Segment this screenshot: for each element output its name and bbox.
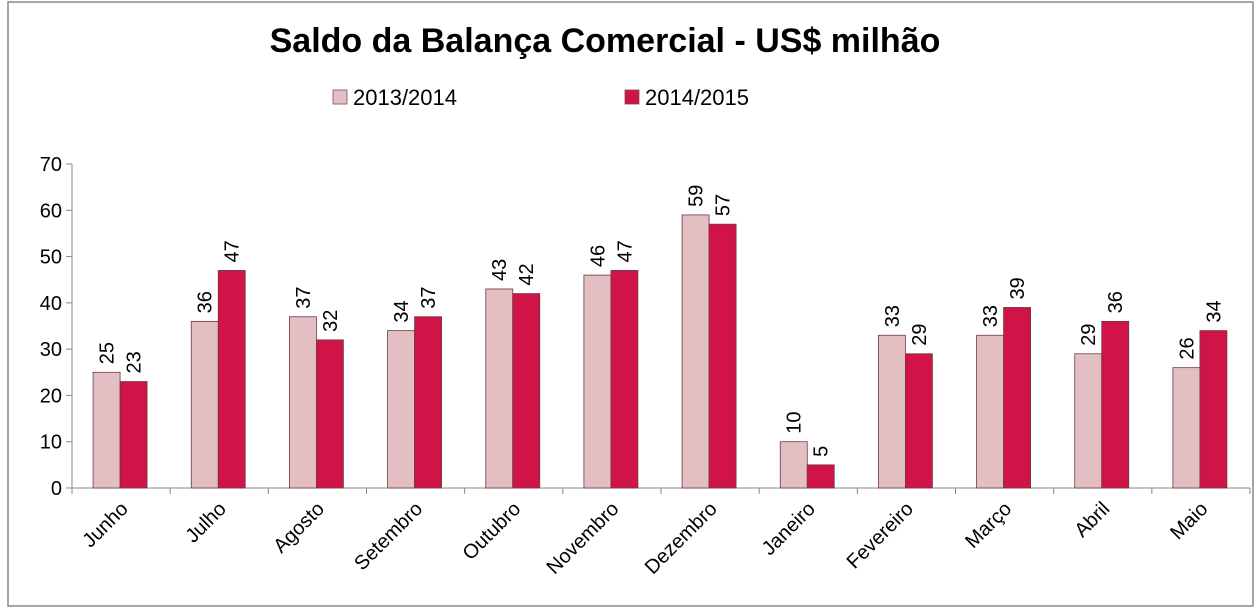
x-tick-label: Abril (1070, 498, 1114, 542)
x-tick-label: Maio (1166, 498, 1212, 544)
bar (387, 330, 415, 489)
legend-label: 2014/2015 (645, 85, 749, 110)
x-tick-label: Agosto (269, 498, 329, 558)
data-label: 23 (124, 351, 146, 373)
data-label: 33 (980, 305, 1002, 327)
legend-swatch (332, 89, 348, 105)
data-label: 26 (1176, 337, 1198, 359)
y-tick-label: 50 (40, 247, 62, 269)
bar (414, 316, 442, 489)
bar (708, 223, 737, 489)
bar (217, 270, 246, 489)
chart-title: Saldo da Balança Comercial - US$ milhão (270, 22, 941, 60)
data-label: 37 (293, 286, 315, 308)
bar (289, 316, 317, 489)
legend-swatch (624, 89, 640, 105)
bar (779, 441, 808, 489)
x-tick-label: Outubro (459, 498, 526, 565)
y-tick-label: 20 (40, 385, 62, 407)
data-label: 10 (784, 411, 806, 433)
bar (905, 353, 933, 489)
data-label: 47 (222, 240, 244, 262)
data-label: 34 (1203, 300, 1225, 322)
y-tick-label: 0 (51, 478, 62, 500)
x-tick-label: Março (961, 498, 1016, 553)
y-tick-label: 60 (40, 200, 62, 222)
data-label: 37 (418, 286, 440, 308)
data-label: 33 (882, 305, 904, 327)
bar (1101, 320, 1130, 489)
bar (1074, 353, 1103, 489)
data-label: 57 (713, 194, 735, 216)
bar (512, 293, 541, 489)
bar (1199, 330, 1228, 489)
data-label: 39 (1007, 277, 1029, 299)
y-tick-label: 10 (40, 432, 62, 454)
data-label: 34 (391, 300, 413, 322)
x-tick-label: Setembro (350, 498, 427, 575)
chart-frame (7, 1, 1254, 607)
x-tick-label: Novembro (543, 498, 624, 579)
bar (610, 270, 639, 489)
data-label: 36 (195, 291, 217, 313)
y-tick-label: 70 (40, 154, 62, 176)
data-label: 59 (686, 185, 708, 207)
bar (92, 371, 121, 489)
data-label: 46 (587, 245, 609, 267)
x-tick-label: Dezembro (641, 498, 722, 579)
x-tick-label: Julho (181, 498, 230, 547)
bar (485, 288, 514, 489)
x-tick-label: Janeiro (758, 498, 820, 560)
bar (681, 214, 710, 489)
bar (878, 334, 906, 489)
data-label: 47 (614, 240, 636, 262)
bar (190, 320, 219, 489)
data-label: 36 (1105, 291, 1127, 313)
x-tick-label: Fevereiro (843, 498, 918, 573)
data-label: 43 (489, 259, 511, 281)
y-tick-label: 30 (40, 339, 62, 361)
legend-label: 2013/2014 (353, 85, 457, 110)
bar (583, 274, 612, 489)
bar (1172, 367, 1201, 489)
data-label: 25 (97, 342, 119, 364)
bar (119, 381, 148, 489)
bar (806, 464, 835, 489)
bar (976, 334, 1004, 489)
data-label: 32 (320, 310, 342, 332)
data-label: 5 (811, 446, 833, 457)
data-label: 42 (516, 263, 538, 285)
bar (316, 339, 344, 489)
y-tick-label: 40 (40, 293, 62, 315)
bar (1003, 307, 1031, 489)
x-tick-label: Junho (79, 498, 133, 552)
data-label: 29 (909, 324, 931, 346)
data-label: 29 (1078, 324, 1100, 346)
